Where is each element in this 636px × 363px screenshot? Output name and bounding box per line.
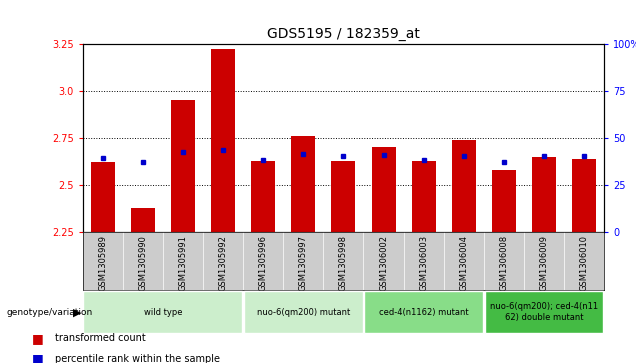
Bar xyxy=(171,100,195,232)
Text: GSM1305997: GSM1305997 xyxy=(299,235,308,291)
Text: GSM1306004: GSM1306004 xyxy=(459,235,468,291)
Text: transformed count: transformed count xyxy=(55,333,146,343)
Text: genotype/variation: genotype/variation xyxy=(6,308,93,317)
Text: GSM1305998: GSM1305998 xyxy=(339,235,348,291)
Bar xyxy=(452,140,476,232)
Bar xyxy=(485,291,604,333)
Bar xyxy=(364,291,483,333)
Text: ■: ■ xyxy=(32,332,43,345)
Text: GSM1305990: GSM1305990 xyxy=(139,235,148,291)
Bar xyxy=(371,147,396,232)
Text: GSM1305992: GSM1305992 xyxy=(219,235,228,291)
Text: ■: ■ xyxy=(32,352,43,363)
Text: GSM1306010: GSM1306010 xyxy=(579,235,589,291)
Text: nuo-6(qm200); ced-4(n11
62) double mutant: nuo-6(qm200); ced-4(n11 62) double mutan… xyxy=(490,302,598,322)
Bar xyxy=(83,291,242,333)
Bar xyxy=(291,136,315,232)
Text: wild type: wild type xyxy=(144,308,182,317)
Bar xyxy=(411,160,436,232)
Text: GSM1306003: GSM1306003 xyxy=(419,235,428,291)
Bar xyxy=(492,170,516,232)
Text: GSM1305991: GSM1305991 xyxy=(179,235,188,291)
Text: GSM1306008: GSM1306008 xyxy=(499,235,508,291)
Text: GSM1306002: GSM1306002 xyxy=(379,235,388,291)
Text: ced-4(n1162) mutant: ced-4(n1162) mutant xyxy=(379,308,469,317)
Text: GSM1306009: GSM1306009 xyxy=(539,235,548,291)
Bar xyxy=(244,291,363,333)
Text: GSM1305989: GSM1305989 xyxy=(98,235,107,291)
Bar xyxy=(91,163,114,232)
Bar xyxy=(331,160,356,232)
Bar xyxy=(131,208,155,232)
Text: nuo-6(qm200) mutant: nuo-6(qm200) mutant xyxy=(257,308,350,317)
Text: ▶: ▶ xyxy=(73,307,81,317)
Text: percentile rank within the sample: percentile rank within the sample xyxy=(55,354,219,363)
Text: GSM1305996: GSM1305996 xyxy=(259,235,268,291)
Bar xyxy=(211,49,235,232)
Bar xyxy=(532,157,556,232)
Bar xyxy=(251,160,275,232)
Bar xyxy=(572,159,596,232)
Title: GDS5195 / 182359_at: GDS5195 / 182359_at xyxy=(267,27,420,41)
